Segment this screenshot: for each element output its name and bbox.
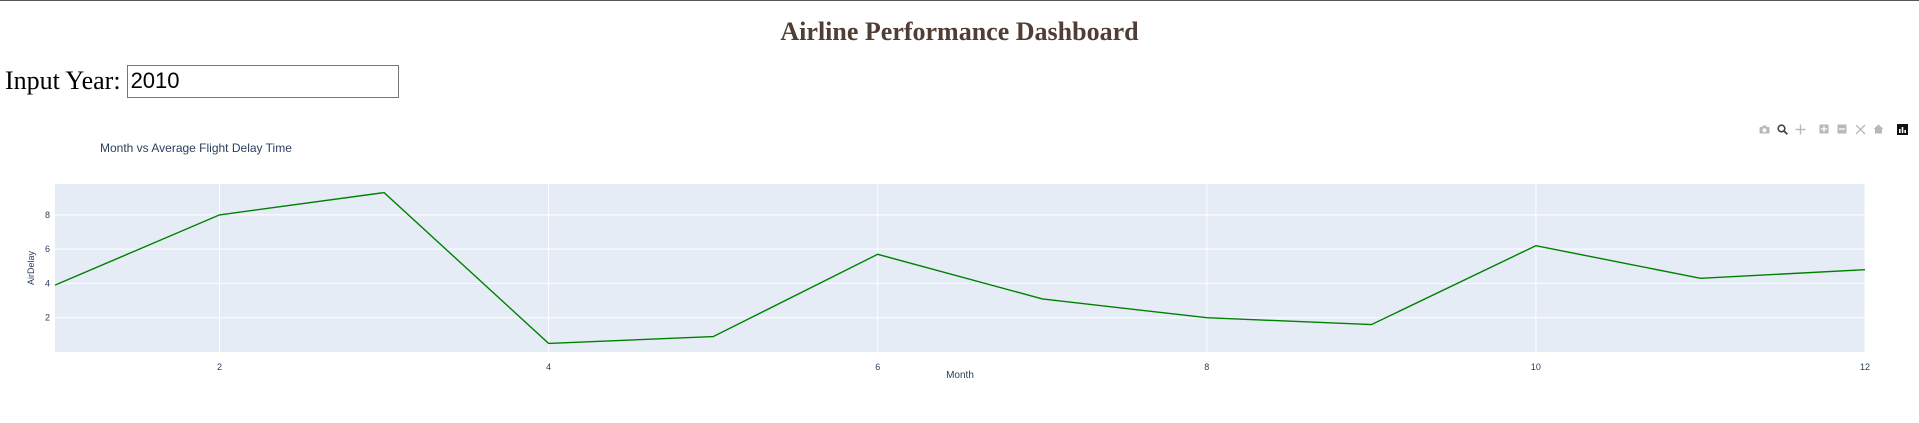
data-point[interactable] bbox=[1533, 243, 1539, 249]
year-input-row: Input Year: bbox=[5, 63, 399, 99]
autoscale-icon[interactable] bbox=[1851, 122, 1869, 136]
x-gridlines bbox=[219, 184, 1866, 352]
data-point[interactable] bbox=[217, 212, 223, 218]
x-tick-label: 4 bbox=[546, 362, 551, 372]
x-tick-labels: 2 4 6 8 10 12 bbox=[217, 362, 1870, 372]
data-point[interactable] bbox=[1039, 296, 1045, 302]
series-line bbox=[54, 191, 1866, 345]
chart-title: Month vs Average Flight Delay Time bbox=[100, 141, 292, 155]
reset-axes-icon[interactable] bbox=[1869, 122, 1887, 136]
data-point[interactable] bbox=[875, 251, 881, 257]
page-title: Airline Performance Dashboard bbox=[780, 17, 1139, 46]
y-tick-label: 6 bbox=[45, 244, 50, 254]
data-point[interactable] bbox=[1204, 315, 1210, 321]
data-point[interactable] bbox=[710, 334, 716, 340]
data-point[interactable] bbox=[1697, 275, 1703, 281]
pan-icon[interactable] bbox=[1791, 122, 1809, 136]
data-point[interactable] bbox=[1368, 322, 1374, 328]
y-gridlines bbox=[55, 214, 1865, 319]
y-tick-label: 8 bbox=[45, 210, 50, 220]
x-tick-label: 10 bbox=[1531, 362, 1541, 372]
zoom-in-icon[interactable] bbox=[1815, 122, 1833, 136]
zoom-icon[interactable] bbox=[1773, 122, 1791, 136]
chart-modebar bbox=[1755, 122, 1911, 136]
x-tick-label: 6 bbox=[875, 362, 880, 372]
data-point[interactable] bbox=[546, 340, 552, 346]
x-tick-label: 8 bbox=[1204, 362, 1209, 372]
y-tick-label: 4 bbox=[45, 278, 50, 288]
year-input[interactable] bbox=[126, 64, 399, 98]
data-point[interactable] bbox=[1862, 267, 1868, 273]
x-tick-label: 2 bbox=[217, 362, 222, 372]
y-axis-title: AirDelay bbox=[26, 250, 36, 285]
year-input-label: Input Year: bbox=[5, 66, 121, 95]
plotly-logo-icon[interactable] bbox=[1893, 122, 1911, 136]
data-point[interactable] bbox=[381, 190, 387, 196]
plot-area[interactable] bbox=[55, 184, 1865, 352]
zoom-out-icon[interactable] bbox=[1833, 122, 1851, 136]
x-axis-title: Month bbox=[946, 370, 974, 381]
y-tick-labels: 2 4 6 8 bbox=[45, 210, 50, 323]
data-point[interactable] bbox=[52, 282, 58, 288]
y-tick-label: 2 bbox=[45, 313, 50, 323]
x-tick-label: 12 bbox=[1860, 362, 1870, 372]
camera-icon[interactable] bbox=[1755, 122, 1773, 136]
